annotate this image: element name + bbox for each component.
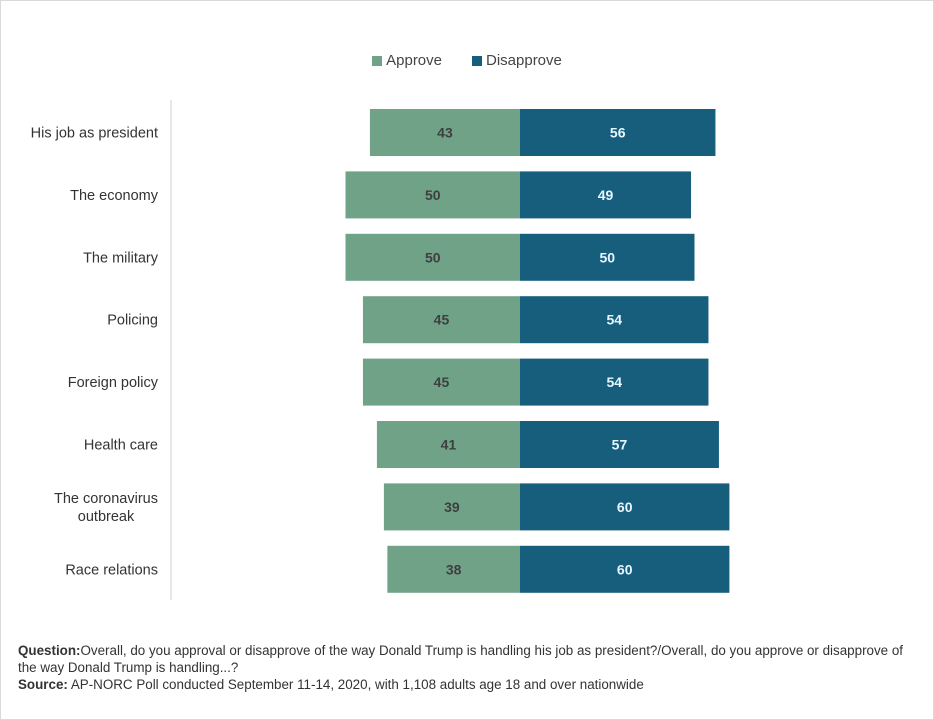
chart-footer: Question:Overall, do you approval or dis…: [18, 642, 923, 693]
data-label-disapprove: 57: [612, 437, 628, 453]
category-label: The coronavirus outbreak: [54, 491, 158, 525]
bar-approve: [345, 233, 520, 281]
legend-item-disapprove: Disapprove: [472, 52, 562, 69]
data-label-disapprove: 60: [617, 499, 633, 515]
bar-approve: [376, 421, 520, 468]
legend-item-approve: Approve: [372, 52, 442, 69]
bar-disapprove: [520, 296, 709, 344]
data-label-approve: 38: [446, 561, 462, 577]
data-label-approve: 45: [434, 312, 450, 328]
data-label-approve: 39: [444, 499, 460, 515]
data-label-disapprove: 56: [610, 125, 626, 141]
bar-disapprove: [520, 545, 730, 593]
category-label: Policing: [107, 313, 158, 329]
source-note: Source: AP-NORC Poll conducted September…: [18, 676, 923, 693]
legend-swatch-disapprove: [472, 55, 482, 66]
bar-approve: [345, 171, 520, 219]
data-label-disapprove: 54: [606, 312, 622, 328]
data-label-disapprove: 60: [617, 561, 633, 577]
data-label-approve: 45: [434, 374, 450, 390]
bar-approve: [362, 358, 520, 406]
category-label: The economy: [70, 188, 159, 204]
bar-disapprove: [520, 109, 716, 156]
data-label-disapprove: 54: [606, 374, 622, 390]
bar-disapprove: [520, 483, 730, 531]
bar-disapprove: [520, 233, 695, 281]
bar-approve: [369, 109, 520, 156]
category-label: His job as president: [31, 126, 158, 142]
legend-label-approve: Approve: [386, 52, 442, 69]
data-label-disapprove: 49: [598, 187, 614, 203]
diverging-bar-chart: 43 56 His job as president 50 49 The economy 5…: [31, 100, 730, 600]
data-label-approve: 43: [437, 125, 453, 141]
bar-approve: [387, 545, 520, 593]
category-label: The military: [83, 250, 159, 266]
source-text: AP-NORC Poll conducted September 11-14, …: [70, 677, 644, 692]
question-note: Question:Overall, do you approval or dis…: [18, 642, 923, 676]
data-label-approve: 41: [441, 437, 457, 453]
source-label: Source:: [18, 677, 68, 692]
legend-label-disapprove: Disapprove: [486, 52, 562, 69]
bar-disapprove: [520, 358, 709, 406]
data-label-disapprove: 50: [599, 249, 615, 265]
data-label-approve: 50: [425, 249, 441, 265]
bar-disapprove: [520, 421, 719, 468]
question-label: Question:: [18, 643, 81, 658]
bar-approve: [362, 296, 520, 344]
category-label: Foreign policy: [68, 375, 159, 391]
category-label: Health care: [84, 438, 158, 454]
question-text: Overall, do you approval or disapprove o…: [18, 643, 904, 675]
data-label-approve: 50: [425, 187, 441, 203]
legend-swatch-approve: [372, 55, 383, 66]
legend: Approve Disapprove: [0, 52, 934, 69]
bar-disapprove: [520, 171, 692, 219]
bar-approve: [383, 483, 520, 531]
category-label: Race relations: [65, 562, 158, 578]
